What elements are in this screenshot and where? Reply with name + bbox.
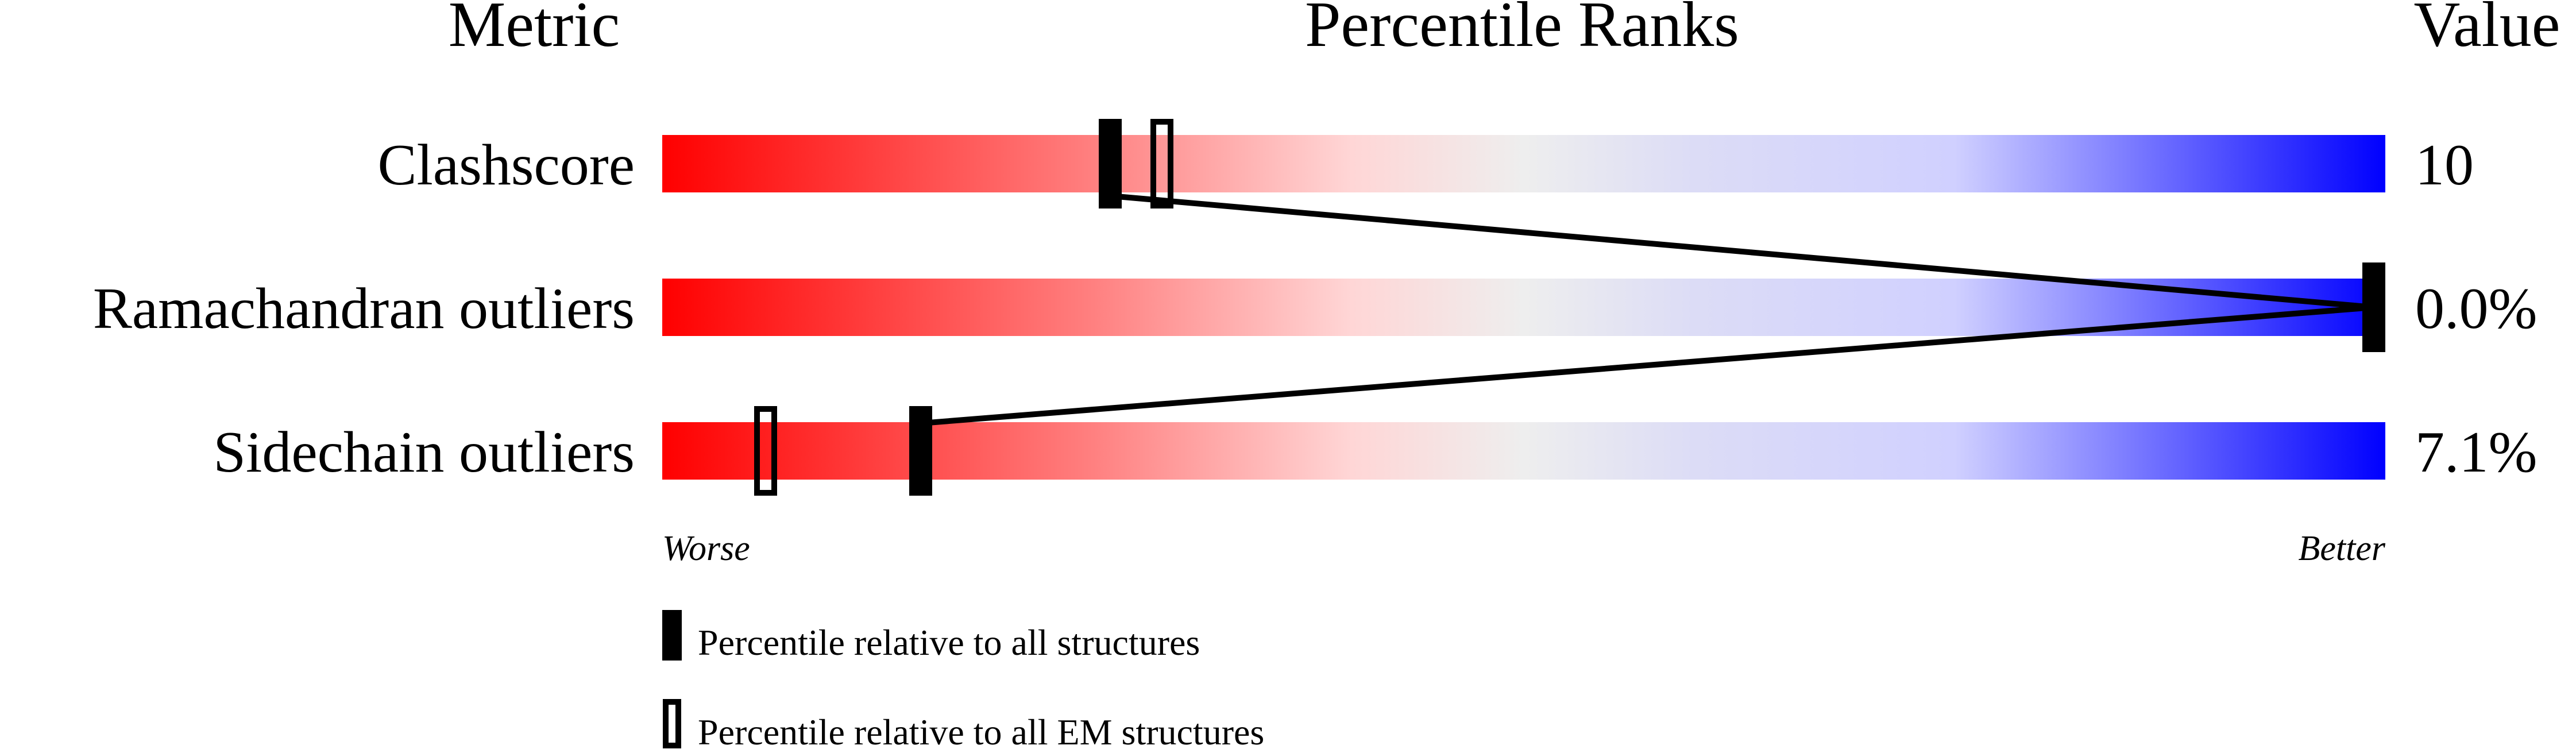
percentile-em-marker (1150, 119, 1173, 208)
header-percentile-ranks: Percentile Ranks (1305, 0, 1739, 60)
metric-label: Ramachandran outliers (93, 276, 635, 341)
metric-value: 10 (2415, 133, 2474, 198)
legend-all-marker (662, 610, 682, 661)
header-value: Value (2413, 0, 2560, 60)
percentile-em-marker (754, 406, 777, 496)
axis-better-label: Better (2299, 529, 2386, 568)
legend-em-marker (663, 699, 681, 748)
axis-worse-label: Worse (662, 529, 750, 568)
legend-em-label: Percentile relative to all EM structures (698, 712, 1264, 752)
legend-all-label: Percentile relative to all structures (698, 622, 1200, 663)
percentile-all-marker (2362, 262, 2385, 352)
metric-value: 0.0% (2415, 276, 2537, 341)
percentile-all-marker (1099, 119, 1122, 208)
metric-value: 7.1% (2415, 420, 2537, 485)
percentile-all-marker (909, 406, 932, 496)
percentile-bar (662, 135, 2385, 192)
metric-label: Clashscore (377, 133, 635, 198)
metric-label: Sidechain outliers (213, 420, 635, 485)
header-metric: Metric (449, 0, 620, 60)
percentile-bar (662, 422, 2385, 480)
